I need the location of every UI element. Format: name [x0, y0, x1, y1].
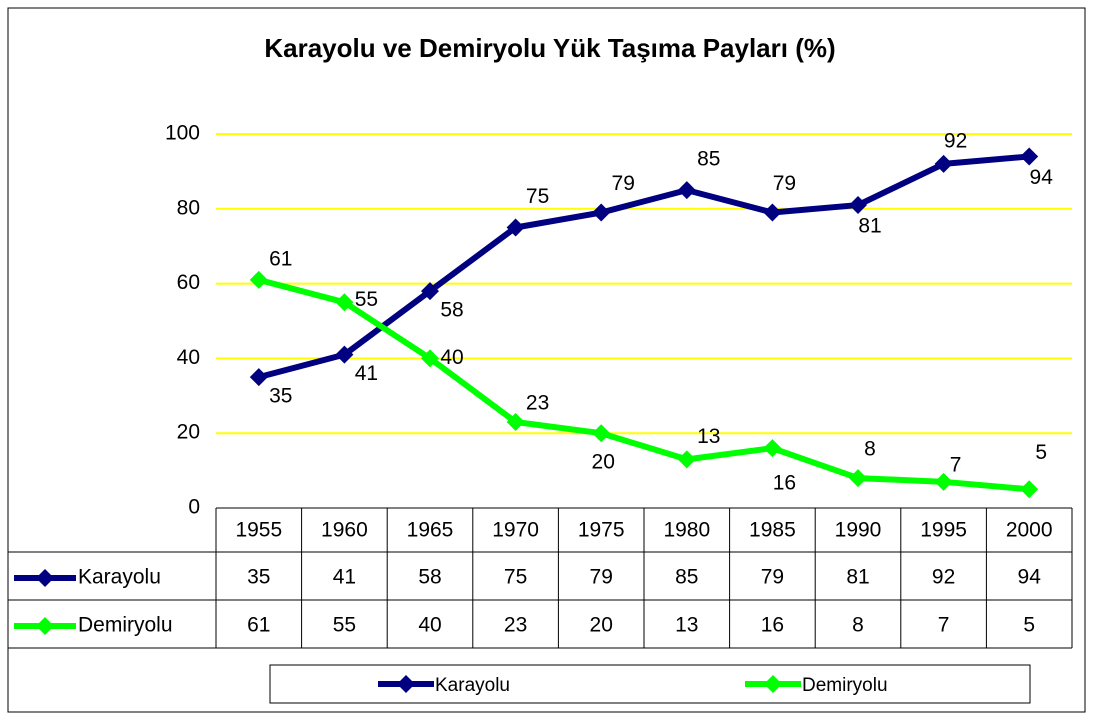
x-tick-label: 1955 — [235, 519, 282, 542]
table-value: 61 — [247, 614, 270, 637]
marker — [506, 218, 525, 237]
y-tick-label: 80 — [177, 196, 200, 219]
marker — [677, 181, 696, 200]
x-tick-label: 1970 — [492, 519, 539, 542]
table-value: 79 — [590, 566, 613, 589]
data-label: 40 — [440, 346, 463, 369]
legend-key-marker — [764, 675, 782, 693]
x-tick-label: 1980 — [663, 519, 710, 542]
data-label: 81 — [858, 215, 881, 238]
table-value: 40 — [418, 614, 441, 637]
table-value: 20 — [590, 614, 613, 637]
marker — [934, 154, 953, 173]
data-label: 58 — [440, 299, 463, 322]
marker — [592, 203, 611, 222]
data-label: 16 — [773, 472, 796, 495]
marker — [763, 439, 782, 458]
x-tick-label: 1975 — [578, 519, 625, 542]
marker — [849, 196, 867, 215]
table-value: 41 — [333, 566, 356, 589]
marker — [249, 368, 268, 387]
marker — [506, 412, 525, 431]
marker — [592, 424, 611, 443]
data-label: 85 — [697, 148, 720, 171]
data-label: 61 — [269, 247, 292, 270]
x-tick-label: 1960 — [321, 519, 368, 542]
chart-border — [7, 7, 1086, 713]
marker — [677, 450, 696, 469]
table-value: 92 — [932, 566, 955, 589]
x-tick-label: 1990 — [835, 519, 882, 542]
data-label: 7 — [950, 453, 962, 476]
x-tick-label: 1985 — [749, 519, 796, 542]
legend-label: Karayolu — [435, 675, 510, 696]
data-label: 5 — [1035, 441, 1047, 464]
table-value: 13 — [675, 614, 698, 637]
table-value: 94 — [1018, 566, 1042, 589]
table-value: 5 — [1023, 614, 1035, 637]
marker — [1020, 147, 1039, 166]
series-line — [258, 276, 1030, 493]
table-value: 35 — [247, 566, 270, 589]
y-tick-label: 20 — [177, 421, 200, 444]
data-label: 75 — [526, 185, 549, 208]
marker — [763, 203, 782, 222]
table-value: 85 — [675, 566, 698, 589]
table-value: 8 — [852, 614, 864, 637]
marker — [1020, 480, 1039, 499]
marker — [335, 293, 354, 312]
marker — [249, 270, 268, 289]
data-label: 20 — [592, 451, 615, 474]
table-series-name: Karayolu — [78, 566, 161, 589]
table-value: 81 — [846, 566, 869, 589]
y-tick-label: 40 — [177, 346, 200, 369]
legend-key-marker — [397, 675, 415, 693]
y-tick-label: 0 — [188, 496, 200, 519]
table-value: 79 — [761, 566, 784, 589]
table-value: 75 — [504, 566, 527, 589]
x-tick-label: 1995 — [920, 519, 967, 542]
marker — [421, 349, 439, 368]
data-label: 13 — [697, 425, 720, 448]
data-label: 55 — [355, 288, 378, 311]
table-value: 55 — [333, 614, 356, 637]
marker — [335, 345, 354, 364]
table-value: 58 — [418, 566, 441, 589]
marker — [849, 469, 867, 488]
legend-label: Demiryolu — [802, 675, 888, 696]
data-label: 94 — [1030, 166, 1054, 189]
series-line — [258, 153, 1030, 381]
x-tick-label: 1965 — [407, 519, 454, 542]
data-label: 79 — [773, 172, 796, 195]
table-value: 23 — [504, 614, 527, 637]
marker — [421, 282, 439, 301]
marker — [934, 472, 953, 491]
data-label: 8 — [864, 438, 876, 461]
x-tick-label: 2000 — [1006, 519, 1053, 542]
data-label: 79 — [612, 172, 635, 195]
table-series-name: Demiryolu — [78, 614, 173, 637]
data-label: 41 — [355, 362, 378, 385]
data-label: 23 — [526, 392, 549, 415]
y-tick-label: 60 — [177, 271, 200, 294]
table-value: 7 — [938, 614, 950, 637]
data-label: 35 — [269, 385, 292, 408]
chart-title: Karayolu ve Demiryolu Yük Taşıma Payları… — [264, 33, 835, 63]
table-key-marker — [36, 569, 54, 587]
data-label: 92 — [944, 129, 967, 152]
y-tick-label: 100 — [165, 122, 200, 145]
table-key-marker — [36, 617, 54, 635]
table-value: 16 — [761, 614, 784, 637]
